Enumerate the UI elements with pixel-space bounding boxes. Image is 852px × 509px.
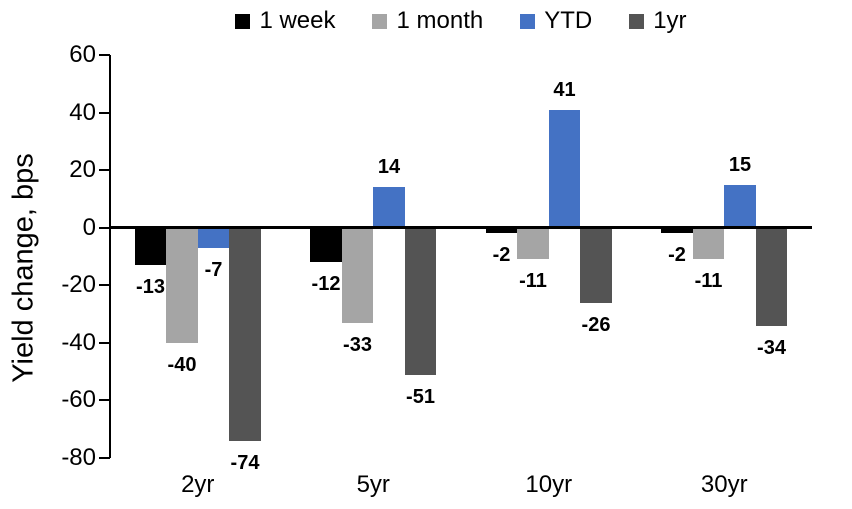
y-axis-line [109,55,111,458]
bar-YTD-30yr [724,184,756,228]
y-axis-tick [99,226,110,229]
x-axis-category-label: 5yr [356,471,390,498]
bar-1-month-30yr [692,227,725,260]
bar-1-week-2yr [134,227,167,266]
bar-1yr-2yr [229,227,261,441]
bar-value-label: -7 [204,258,223,281]
y-axis-tick [99,341,110,344]
legend-label: 1yr [653,7,687,34]
bar-value-label: -12 [311,273,341,296]
legend-label: 1 week [259,7,336,34]
bar-value-label: -34 [757,336,786,359]
y-axis-tick-label: -20 [61,271,96,299]
bar-1-month-2yr [166,227,198,343]
y-axis-tick-label: -60 [61,386,96,414]
x-axis-category-label: 30yr [700,471,748,498]
legend-item-YTD: YTD [520,7,592,35]
bar-value-label: -40 [167,353,197,376]
y-axis-tick-label: 20 [69,156,96,184]
legend-item-1-week: 1 week [235,7,335,35]
bar-1yr-30yr [755,227,788,326]
y-axis-tick-label: -80 [61,444,96,471]
bar-value-label: -26 [581,313,611,336]
bar-value-label: -51 [406,385,435,408]
y-axis-tick [99,284,110,287]
chart-legend: 1 week 1 month YTD 1yr [110,5,812,37]
y-axis-tick-label: 40 [69,98,96,126]
legend-label: 1 month [396,7,484,34]
y-axis-tick-label: 0 [82,213,96,241]
bar-1-week-30yr [661,227,693,234]
bar-value-label: -11 [519,270,547,293]
legend-label: YTD [544,7,593,34]
bar-value-label: -11 [694,270,723,293]
bar-YTD-10yr [548,109,581,228]
legend-swatch-icon [520,13,536,29]
legend-item-1yr: 1yr [629,7,687,35]
y-axis-tick [99,111,110,114]
y-axis-tick [99,169,110,172]
bar-1yr-10yr [580,227,612,303]
bar-1-month-10yr [517,227,549,260]
x-axis-category-label: 10yr [525,471,573,498]
bar-YTD-5yr [373,187,405,228]
legend-item-1-month: 1 month [372,7,483,35]
bar-YTD-2yr [197,227,230,248]
bar-value-label: 41 [553,78,576,101]
bar-1-week-5yr [310,227,342,263]
bar-1-week-10yr [485,227,518,234]
legend-swatch-icon [372,13,388,29]
bar-value-label: -33 [343,333,372,356]
y-axis-tick [99,399,110,402]
bar-value-label: -13 [136,276,165,299]
legend-swatch-icon [235,13,251,29]
y-axis-tick [99,54,110,56]
y-axis-tick [99,457,110,459]
bar-value-label: 14 [377,156,401,179]
bar-value-label: -74 [230,451,260,474]
bar-1yr-5yr [404,227,437,375]
y-axis-tick-label: 60 [69,41,96,68]
legend-swatch-icon [629,13,645,29]
x-axis-category-label: 2yr [181,471,215,498]
x-axis-zero-line [110,226,812,230]
y-axis-tick-label: -40 [61,328,96,356]
bar-value-label: 15 [728,153,752,176]
bar-value-label: -2 [492,244,511,267]
bar-value-label: -2 [668,244,686,267]
bar-1-month-5yr [341,227,374,323]
